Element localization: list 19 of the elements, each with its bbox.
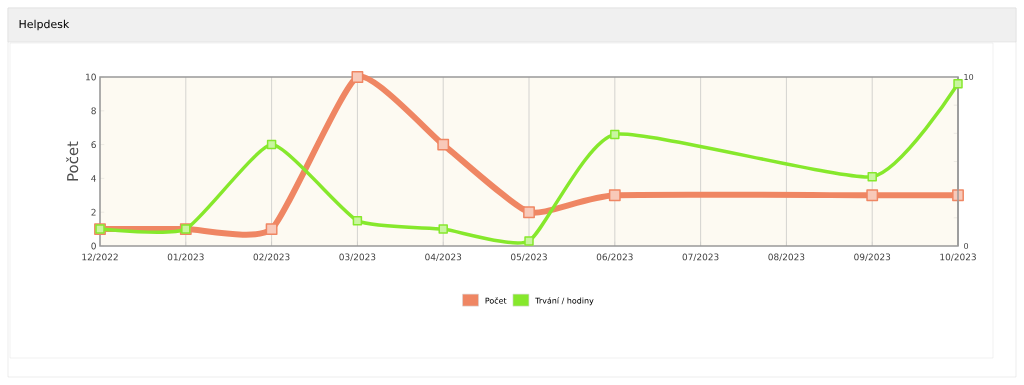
x-tick-label: 09/2023 xyxy=(854,253,891,261)
x-tick-label: 12/2022 xyxy=(82,253,118,261)
x-tick-label: 03/2023 xyxy=(339,253,376,261)
y-tick-label: 10 xyxy=(86,73,96,81)
y-tick-label: 0 xyxy=(91,242,96,250)
x-tick-label: 01/2023 xyxy=(167,253,204,261)
y-tick-label: 8 xyxy=(91,107,96,115)
x-tick-label: 06/2023 xyxy=(596,253,633,261)
chart-title: Helpdesk xyxy=(19,19,70,31)
x-tick-label: 07/2023 xyxy=(682,253,719,261)
x-tick-label: 02/2023 xyxy=(253,253,290,261)
x-tick-label: 04/2023 xyxy=(425,253,462,261)
y-tick-label: 6 xyxy=(91,141,96,148)
y-tick-label: 4 xyxy=(91,175,96,182)
x-tick-label: 08/2023 xyxy=(768,253,805,261)
x-tick-label: 10/2023 xyxy=(940,253,976,261)
y-tick-label: 2 xyxy=(91,208,96,216)
x-tick-label: 05/2023 xyxy=(510,253,547,261)
y-axis-title: Počet xyxy=(66,141,79,181)
